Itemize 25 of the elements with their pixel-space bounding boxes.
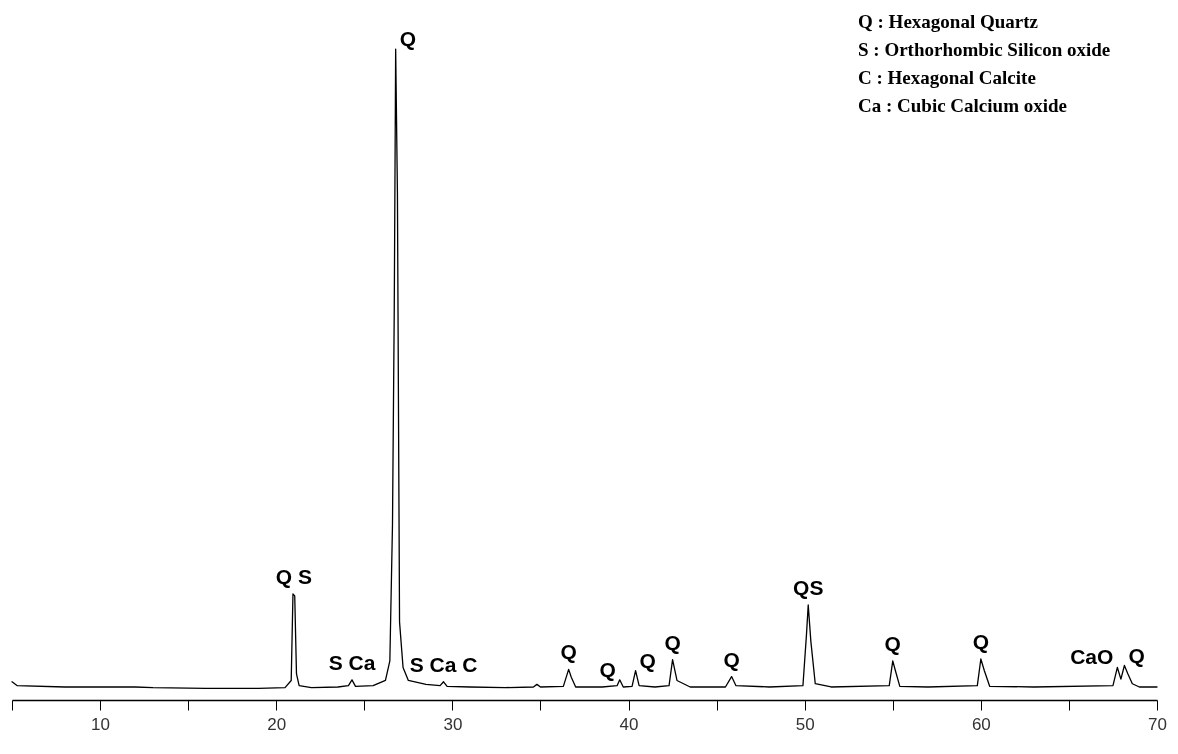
annotation: Q — [723, 647, 740, 671]
annotation: S : Orthorhombic Silicon oxide — [858, 39, 1111, 60]
x-tick-label: 40 — [619, 714, 639, 734]
annotation: Q — [560, 640, 577, 664]
annotation: Q S — [275, 564, 312, 588]
x-tick-label: 30 — [443, 714, 463, 734]
annotation: Q — [399, 27, 417, 51]
text: Q : Hexagonal Quartz — [858, 11, 1039, 32]
annotation: Q — [599, 657, 616, 681]
x-tick-label: 70 — [1148, 714, 1167, 734]
annotation: Q — [972, 629, 990, 653]
annotation: QS — [793, 575, 824, 599]
annotation: S Ca C — [409, 652, 478, 676]
x-tick-label: 60 — [971, 714, 991, 734]
x-tick-label: 50 — [795, 714, 815, 734]
annotation: CaO — [1070, 645, 1114, 669]
annotation: Q — [884, 631, 901, 655]
annotation: Ca : Cubic Calcium oxide — [858, 95, 1067, 116]
annotation: Q — [639, 648, 656, 672]
annotation: C : Hexagonal Calcite — [858, 67, 1036, 88]
annotation: S Ca — [328, 650, 376, 674]
x-tick-label: 10 — [91, 714, 111, 734]
annotation: Q — [664, 630, 681, 654]
annotation: Q — [1128, 643, 1145, 667]
x-tick-label: 20 — [267, 714, 287, 734]
